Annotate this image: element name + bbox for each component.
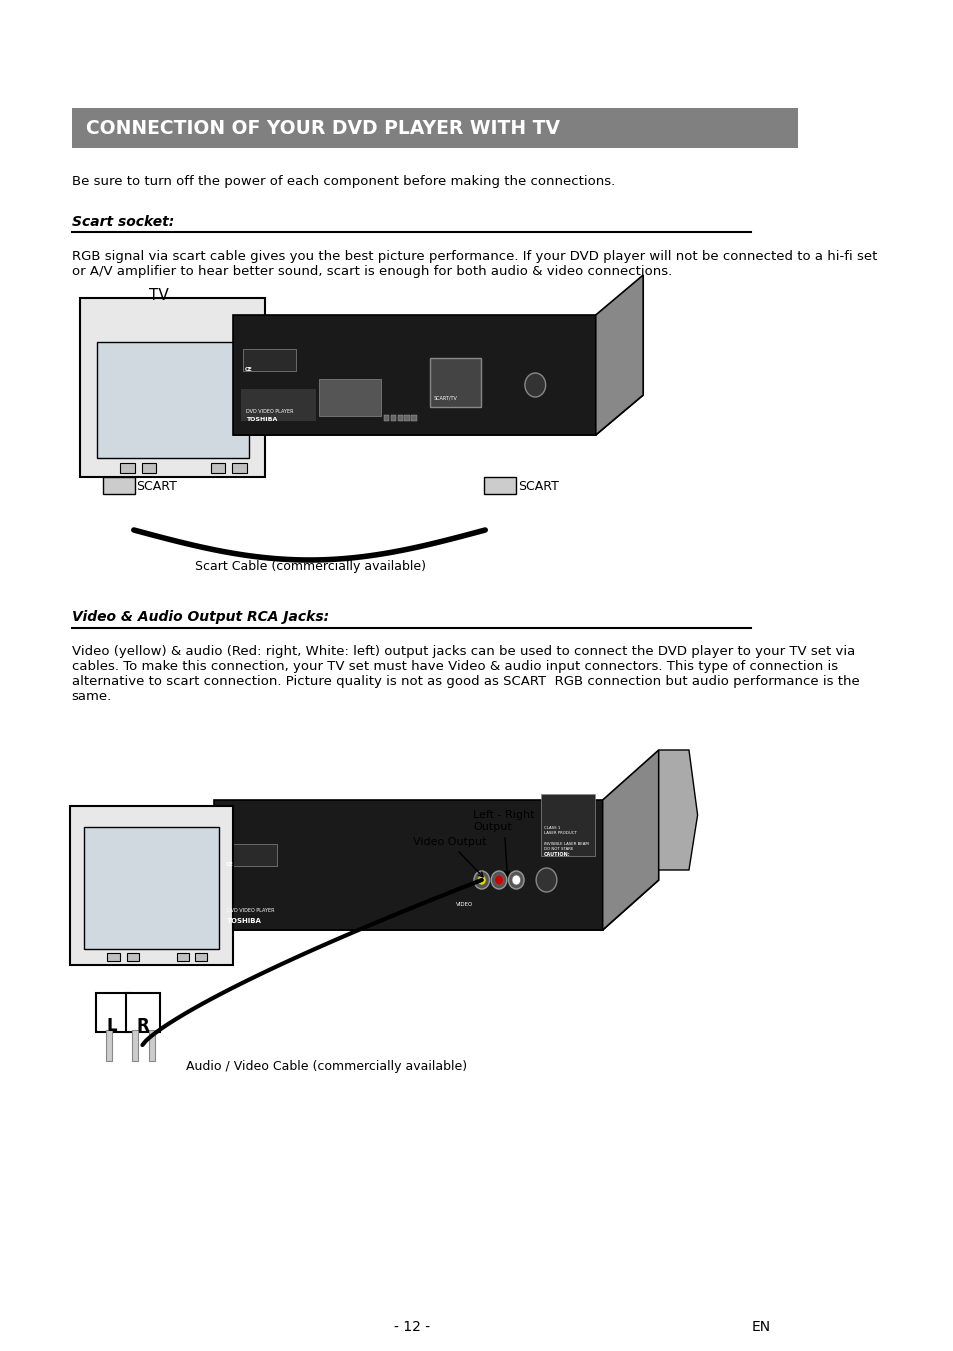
Text: DVD VIDEO PLAYER: DVD VIDEO PLAYER xyxy=(246,409,294,413)
FancyBboxPatch shape xyxy=(232,463,247,473)
Text: Video Output: Video Output xyxy=(413,838,486,877)
Circle shape xyxy=(491,871,506,889)
Circle shape xyxy=(474,871,489,889)
Text: CLASS 1
LASER PRODUCT: CLASS 1 LASER PRODUCT xyxy=(543,825,577,835)
FancyBboxPatch shape xyxy=(127,952,139,961)
FancyBboxPatch shape xyxy=(411,415,416,420)
FancyBboxPatch shape xyxy=(141,463,156,473)
FancyBboxPatch shape xyxy=(103,477,134,494)
Text: Scart Cable (commercially available): Scart Cable (commercially available) xyxy=(195,561,426,573)
FancyBboxPatch shape xyxy=(108,952,119,961)
Circle shape xyxy=(536,867,557,892)
FancyBboxPatch shape xyxy=(391,415,395,420)
Polygon shape xyxy=(213,880,659,929)
Text: CAUTION:: CAUTION: xyxy=(543,852,570,857)
Text: SCART/TV: SCART/TV xyxy=(433,394,456,400)
FancyBboxPatch shape xyxy=(233,315,595,435)
FancyBboxPatch shape xyxy=(242,349,295,372)
Circle shape xyxy=(512,875,520,885)
Text: - 12 -: - 12 - xyxy=(394,1320,430,1333)
FancyBboxPatch shape xyxy=(223,844,277,866)
FancyBboxPatch shape xyxy=(211,463,225,473)
Text: SCART: SCART xyxy=(136,480,177,493)
Text: TOSHIBA: TOSHIBA xyxy=(246,417,277,422)
Text: INVISIBLE LASER BEAM
DO NOT STARE: INVISIBLE LASER BEAM DO NOT STARE xyxy=(543,842,588,851)
Text: Left - Right
Output: Left - Right Output xyxy=(473,811,534,875)
Text: CE: CE xyxy=(226,862,233,867)
FancyBboxPatch shape xyxy=(318,380,380,416)
FancyBboxPatch shape xyxy=(71,108,797,149)
Text: Scart socket:: Scart socket: xyxy=(71,215,173,230)
Circle shape xyxy=(524,373,545,397)
FancyBboxPatch shape xyxy=(397,415,402,420)
FancyBboxPatch shape xyxy=(240,389,315,422)
FancyBboxPatch shape xyxy=(430,358,480,407)
FancyBboxPatch shape xyxy=(95,993,130,1032)
Text: TOSHIBA: TOSHIBA xyxy=(227,917,262,924)
Text: CONNECTION OF YOUR DVD PLAYER WITH TV: CONNECTION OF YOUR DVD PLAYER WITH TV xyxy=(86,119,559,138)
Text: RGB signal via scart cable gives you the best picture performance. If your DVD p: RGB signal via scart cable gives you the… xyxy=(71,250,876,278)
Text: CE: CE xyxy=(245,367,253,372)
Polygon shape xyxy=(602,750,659,929)
FancyBboxPatch shape xyxy=(484,477,516,494)
FancyBboxPatch shape xyxy=(404,415,409,420)
Text: VIDEO: VIDEO xyxy=(456,902,473,907)
Text: EN: EN xyxy=(750,1320,769,1333)
FancyBboxPatch shape xyxy=(120,463,134,473)
FancyBboxPatch shape xyxy=(84,827,219,948)
FancyBboxPatch shape xyxy=(106,1029,112,1061)
FancyBboxPatch shape xyxy=(132,1029,137,1061)
Text: TV: TV xyxy=(150,288,169,303)
Circle shape xyxy=(476,875,486,885)
FancyBboxPatch shape xyxy=(194,952,207,961)
FancyBboxPatch shape xyxy=(176,952,189,961)
Polygon shape xyxy=(595,276,642,435)
Circle shape xyxy=(508,871,523,889)
FancyBboxPatch shape xyxy=(383,415,389,420)
Text: Be sure to turn off the power of each component before making the connections.: Be sure to turn off the power of each co… xyxy=(71,176,615,188)
Text: Video & Audio Output RCA Jacks:: Video & Audio Output RCA Jacks: xyxy=(71,611,329,624)
FancyBboxPatch shape xyxy=(149,1029,154,1061)
FancyBboxPatch shape xyxy=(96,342,249,458)
Text: R: R xyxy=(136,1017,149,1035)
Polygon shape xyxy=(233,394,642,435)
Text: Video (yellow) & audio (Red: right, White: left) output jacks can be used to con: Video (yellow) & audio (Red: right, Whit… xyxy=(71,644,859,703)
FancyBboxPatch shape xyxy=(540,794,595,857)
FancyBboxPatch shape xyxy=(70,807,233,965)
Text: L: L xyxy=(106,1017,116,1035)
Text: DVD VIDEO PLAYER: DVD VIDEO PLAYER xyxy=(227,908,274,913)
Text: Audio / Video Cable (commercially available): Audio / Video Cable (commercially availa… xyxy=(186,1061,466,1073)
Circle shape xyxy=(495,875,503,885)
FancyBboxPatch shape xyxy=(80,299,265,477)
FancyBboxPatch shape xyxy=(213,800,602,929)
Polygon shape xyxy=(659,750,697,870)
FancyBboxPatch shape xyxy=(126,993,159,1032)
Text: SCART: SCART xyxy=(517,480,558,493)
